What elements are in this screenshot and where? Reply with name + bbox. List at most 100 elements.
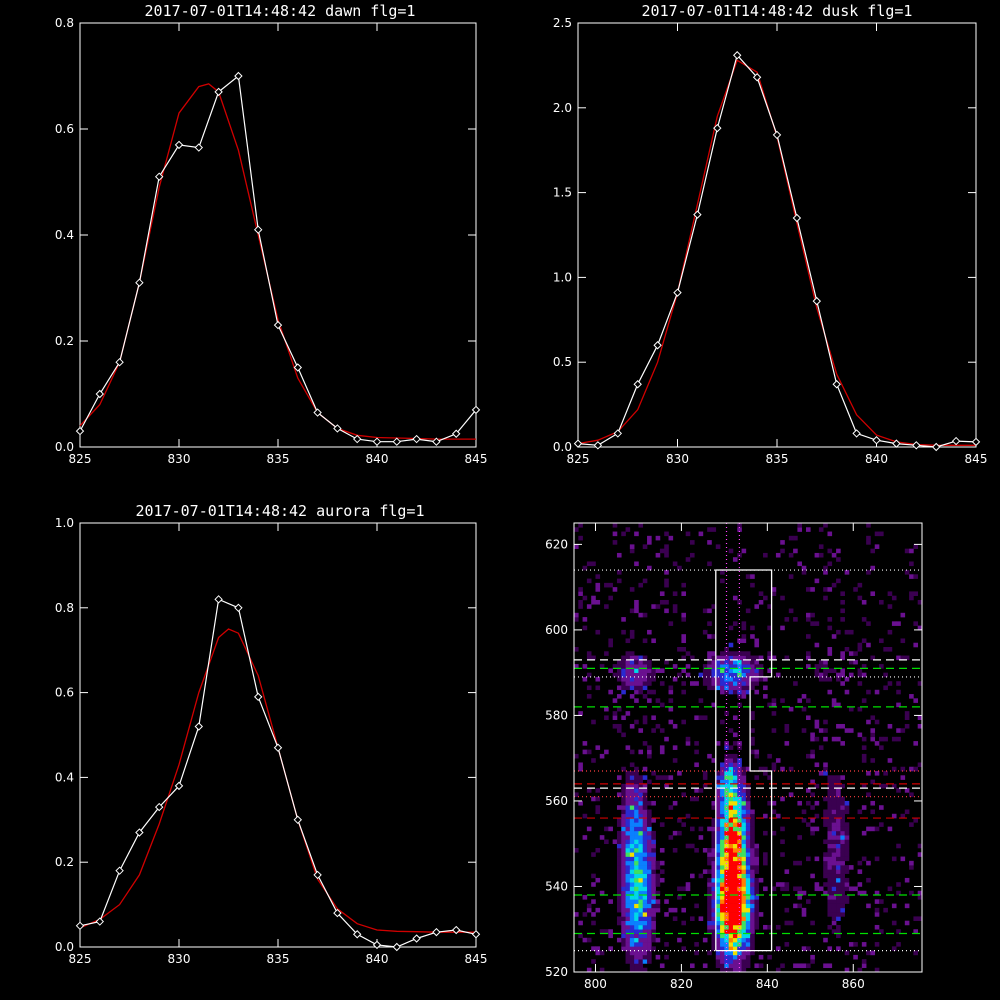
heatmap-cell (806, 634, 811, 639)
heatmap-cell (711, 826, 717, 832)
heatmap-cell (745, 916, 751, 921)
heatmap-cell (831, 920, 837, 926)
heatmap-cell (616, 916, 622, 921)
heatmap-cell (595, 805, 601, 810)
heatmap-cell (741, 847, 747, 853)
heatmap-cell (836, 835, 841, 840)
heatmap-cell (741, 950, 747, 956)
heatmap-cell (836, 886, 841, 892)
heatmap-cell (625, 805, 631, 810)
heatmap-cell (823, 595, 828, 601)
heatmap-cell (720, 775, 725, 780)
heatmap-cell (827, 651, 833, 656)
heatmap-cell (629, 608, 635, 614)
heatmap-cell (621, 685, 626, 691)
heatmap-cell (823, 659, 828, 665)
heatmap-cell (827, 882, 833, 887)
heatmap-cell (664, 544, 669, 549)
heatmap-cell (797, 895, 803, 900)
heatmap-cell (638, 937, 644, 943)
heatmap-cell (621, 732, 626, 738)
heatmap-cell (711, 685, 717, 691)
heatmap-cell (728, 685, 734, 691)
heatmap-cell (702, 629, 708, 635)
heatmap-cell (707, 685, 712, 691)
heatmap-cell (578, 762, 583, 768)
data-point (573, 439, 583, 448)
heatmap-cell (642, 694, 648, 699)
heatmap-cell (659, 702, 665, 708)
heatmap-cell (732, 796, 738, 802)
heatmap-cell (750, 835, 755, 840)
heatmap-cell (638, 809, 644, 815)
heatmap-cell (621, 847, 626, 853)
heatmap-cell (634, 809, 639, 815)
heatmap-cell (741, 792, 747, 797)
heatmap-cell (724, 942, 729, 947)
heatmap-cell (616, 664, 622, 669)
heatmap-cell (638, 826, 644, 832)
heatmap-cell (647, 664, 652, 669)
heatmap-cell (724, 762, 729, 768)
heatmap-cell (599, 950, 605, 956)
heatmap-cell (732, 809, 738, 815)
heatmap-cell (814, 621, 820, 626)
heatmap-cell (599, 664, 605, 669)
heatmap-cell (634, 788, 639, 793)
heatmap-cell (702, 608, 708, 614)
heatmap-cell (638, 877, 644, 883)
heatmap-cell (711, 822, 717, 827)
heatmap-cell (728, 753, 734, 759)
heatmap-cell (737, 967, 742, 973)
heatmap-cell (775, 758, 781, 763)
heatmap-cell (651, 895, 656, 900)
heatmap-cell (681, 582, 687, 588)
heatmap-cell (651, 865, 656, 870)
heatmap-cell (629, 818, 635, 823)
heatmap-cell (642, 873, 648, 879)
heatmap-cell (672, 800, 678, 806)
heatmap-cell (711, 882, 717, 887)
heatmap-cell (728, 839, 734, 845)
heatmap-cell (870, 728, 876, 733)
heatmap-cell (612, 839, 618, 845)
heatmap-cell (732, 882, 738, 887)
heatmap-cell (896, 942, 901, 947)
heatmap-cell (728, 655, 734, 661)
heatmap-cell (750, 886, 755, 892)
heatmap-cell (917, 890, 923, 896)
heatmap-cell (840, 903, 845, 909)
heatmap-cell (827, 890, 833, 896)
heatmap-cell (629, 634, 635, 639)
heatmap-cell (793, 548, 798, 554)
heatmap-cell (642, 860, 648, 866)
heatmap-cell (741, 783, 747, 789)
heatmap-cell (831, 856, 837, 862)
heatmap-cell (767, 800, 772, 806)
heatmap-cell (604, 839, 609, 845)
data-point (372, 940, 382, 950)
heatmap-cell (741, 668, 747, 673)
heatmap-cell (634, 903, 639, 909)
heatmap-cell (586, 903, 592, 909)
heatmap-cell (745, 950, 751, 956)
heatmap-cell (741, 694, 747, 699)
heatmap-cell (655, 899, 661, 904)
heatmap-cell (827, 865, 833, 870)
heatmap-cell (827, 805, 833, 810)
heatmap-cell (814, 723, 820, 729)
heatmap-cell (578, 587, 583, 592)
heatmap-cell (604, 706, 609, 712)
heatmap-cell (836, 873, 841, 879)
heatmap-cell (754, 890, 760, 896)
heatmap-cell (797, 527, 803, 532)
data-point (352, 930, 362, 939)
heatmap-cell (754, 843, 760, 849)
plot-frame (573, 522, 923, 973)
heatmap-cell (763, 830, 768, 836)
data-point (412, 434, 421, 444)
heatmap-cell (827, 647, 833, 652)
heatmap-cell (896, 788, 901, 793)
heatmap-cell (634, 664, 639, 669)
heatmap-cell (681, 946, 687, 951)
